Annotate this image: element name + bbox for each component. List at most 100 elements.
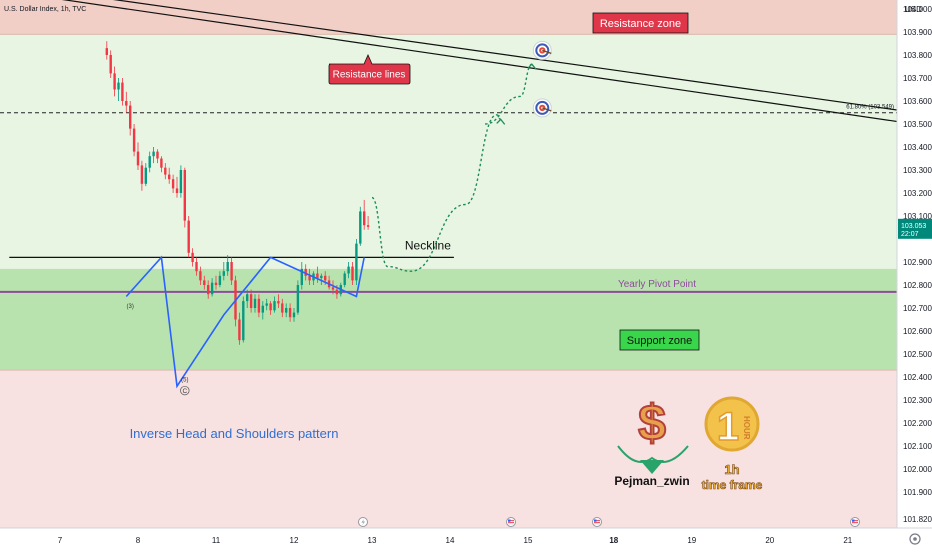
candle xyxy=(117,78,120,101)
time-tick-label: 21 xyxy=(843,536,852,545)
wave-label-circle-icon xyxy=(180,385,190,396)
candle xyxy=(144,163,147,187)
candle xyxy=(214,275,218,290)
candle xyxy=(183,167,186,228)
candle-body xyxy=(129,105,132,129)
candle-body xyxy=(179,170,183,193)
projection-arrow-icon xyxy=(527,63,537,70)
candle xyxy=(199,266,202,285)
price-tick-label: 102.300 xyxy=(903,396,932,405)
time-tick-label: 14 xyxy=(446,536,455,545)
candle-body xyxy=(210,282,214,295)
event-marker-lightning-icon[interactable] xyxy=(358,517,368,527)
candle-body xyxy=(366,225,370,227)
candle xyxy=(249,289,253,313)
candle-body xyxy=(261,305,264,313)
badge-label-1: 1h xyxy=(724,462,739,477)
symbol-title: U.S. Dollar Index, 1h, TVC xyxy=(4,6,86,13)
candle-body xyxy=(277,301,280,304)
candle xyxy=(129,101,132,136)
price-tick-label: 102.100 xyxy=(903,442,932,451)
candle xyxy=(347,262,350,279)
candle xyxy=(304,264,307,281)
projection-arrow-icon xyxy=(496,118,506,125)
candle-body xyxy=(168,174,171,180)
candle-body xyxy=(296,285,300,313)
candle xyxy=(359,206,362,246)
candle-body xyxy=(132,128,136,152)
candle xyxy=(140,160,144,191)
candle-body xyxy=(125,101,128,106)
time-axis-bg[interactable] xyxy=(0,528,932,550)
price-axis-bg[interactable] xyxy=(897,0,932,528)
candle-body xyxy=(195,262,198,272)
settings-gear-icon[interactable] xyxy=(909,533,921,545)
pattern-label: Inverse Head and Shoulders pattern xyxy=(130,426,339,441)
price-tick-label: 103.800 xyxy=(903,51,932,60)
support-zone-label: Support zone xyxy=(627,335,692,347)
candle xyxy=(210,278,214,297)
candle xyxy=(109,50,112,78)
candle xyxy=(175,176,179,198)
price-tick-label: 103.400 xyxy=(903,143,932,152)
candle-body xyxy=(144,167,147,184)
candle-body xyxy=(355,243,358,281)
candle-body xyxy=(152,151,155,157)
projection-path[interactable] xyxy=(371,114,501,272)
author-name: Pejman_zwin xyxy=(614,474,689,488)
candle-body xyxy=(288,308,292,318)
candle xyxy=(160,156,163,173)
price-tick-label: 102.200 xyxy=(903,419,932,428)
candle xyxy=(195,257,198,276)
candle-body xyxy=(203,280,206,285)
hour-badge-digit: 1 xyxy=(717,405,739,449)
candle-body xyxy=(164,167,167,175)
author-logo: $ Pejman_zwin xyxy=(614,394,689,488)
candle-body xyxy=(175,188,179,193)
event-marker-us-flag-icon[interactable] xyxy=(850,517,860,527)
last-price-label: 103.053 xyxy=(901,223,926,230)
resistance-line[interactable] xyxy=(2,0,899,123)
time-tick-label: 20 xyxy=(765,536,774,545)
candle-body xyxy=(246,294,249,302)
candle-body xyxy=(300,268,303,285)
event-marker-us-flag-icon[interactable] xyxy=(506,517,516,527)
candle-body xyxy=(285,308,288,313)
target-icon xyxy=(532,40,552,60)
target-dart xyxy=(542,49,552,55)
candle xyxy=(257,294,261,318)
candle-body xyxy=(183,170,186,221)
target-dart xyxy=(542,107,552,112)
candle-body xyxy=(214,282,218,285)
pattern-line[interactable] xyxy=(125,255,365,389)
mid-zone-bg xyxy=(0,34,897,269)
candle-body xyxy=(136,151,140,166)
time-axis-ticks: 7 8 11 12 13 14 15 18 19 20 21 xyxy=(58,536,853,545)
candle-body xyxy=(187,220,190,253)
candle xyxy=(261,301,264,320)
candle-body xyxy=(269,303,272,311)
time-tick-label: 19 xyxy=(687,536,696,545)
projection-path[interactable] xyxy=(485,63,533,125)
candle xyxy=(300,262,303,290)
candle xyxy=(164,163,167,180)
candle xyxy=(281,298,284,318)
wave-label: (5) xyxy=(181,378,188,384)
svg-text:$: $ xyxy=(638,395,666,451)
hour-badge-icon xyxy=(704,396,760,452)
event-marker-us-flag-icon[interactable] xyxy=(592,517,602,527)
resistance-lines-callout: Resistance lines xyxy=(328,54,411,85)
resistance-line[interactable] xyxy=(2,0,899,111)
candle-body xyxy=(238,319,241,341)
wave-label: C xyxy=(182,388,187,395)
candles-layer xyxy=(105,41,370,345)
price-tick-label: 103.700 xyxy=(903,74,932,83)
candle-body xyxy=(253,298,257,308)
annotation-lines xyxy=(0,0,899,293)
neckline-label: Neckline xyxy=(405,238,451,252)
time-tick-label: 12 xyxy=(290,536,299,545)
candle-body xyxy=(343,273,346,285)
time-tick-label: 15 xyxy=(524,536,533,545)
